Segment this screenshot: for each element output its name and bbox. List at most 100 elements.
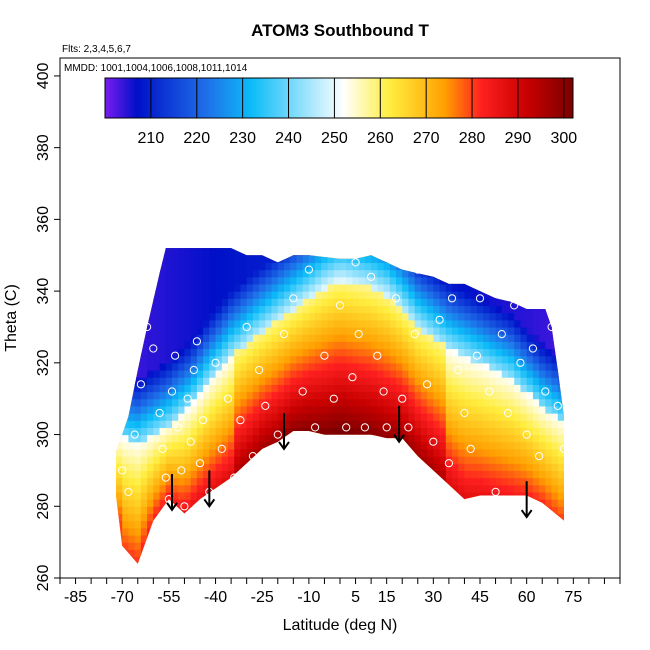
field-cell [196,355,204,364]
colorbar-tick-label: 270 [413,130,440,147]
field-cell [190,470,198,479]
field-cell [352,391,360,400]
field-cell [165,255,173,264]
sample-point [329,394,338,403]
field-cell [508,463,515,472]
field-cell [221,370,229,378]
field-cell [116,456,123,464]
field-cell [333,262,341,271]
field-cell [178,384,186,393]
field-cell [557,477,564,486]
field-cell [240,334,248,342]
field-cell [532,398,540,407]
field-cell [234,348,242,357]
field-cell [445,362,453,371]
field-cell [128,413,136,421]
field-cell [209,348,217,357]
field-cell [203,420,210,428]
field-cell [458,405,466,414]
field-cell [464,398,472,407]
field-cell [402,326,410,335]
field-cell [277,405,285,414]
field-cell [184,434,192,443]
field-cell [364,384,372,393]
field-cell [389,362,397,371]
field-cell [439,434,447,443]
field-cell [532,456,540,464]
field-cell [539,370,546,378]
field-cell [526,456,534,464]
field-cell [520,484,528,493]
field-cell [302,341,310,350]
field-cell [147,463,154,472]
field-cell [159,276,167,285]
field-cell [234,319,242,328]
field-cell [483,398,490,407]
field-cell [420,448,428,457]
field-cell [252,370,260,378]
sample-point [367,272,376,281]
field-cell [520,334,528,342]
field-cell [252,355,260,364]
field-cell [476,384,484,393]
field-cell [420,326,428,335]
field-cell [470,420,478,428]
field-cell [377,341,385,350]
field-cell [433,420,441,428]
field-cell [252,269,260,278]
field-cell [203,413,210,421]
field-cell [352,276,360,285]
field-cell [240,434,248,443]
field-cell [308,355,316,364]
field-cell [321,391,329,400]
field-cell [352,326,360,335]
field-cell [134,549,142,558]
field-cell [408,420,416,428]
field-cell [364,298,372,307]
field-cell [302,291,310,299]
field-cell [346,276,354,285]
field-cell [551,370,559,378]
field-cell [508,341,515,350]
field-cell [277,370,285,378]
sample-point [279,330,289,339]
field-cell [315,413,322,421]
field-cell [483,362,490,371]
field-cell [259,262,266,271]
field-cell [402,405,410,414]
field-cell [389,326,397,335]
field-cell [196,370,204,378]
field-cell [464,463,472,472]
field-cell [172,398,179,407]
field-cell [458,305,466,314]
field-cell [358,262,366,271]
field-cell [234,456,242,464]
field-cell [327,413,335,421]
field-cell [352,405,360,414]
field-cell [427,276,434,285]
field-cell [545,456,553,464]
field-cell [221,262,229,271]
field-cell [172,441,179,450]
field-cell [452,348,459,357]
field-cell [532,420,540,428]
field-cell [246,391,254,400]
field-cell [470,413,478,421]
field-cell [165,341,173,350]
field-cell [134,434,142,443]
field-cell [458,456,466,464]
field-cell [140,355,148,364]
field-cell [259,384,266,393]
field-cell [346,298,354,307]
field-cell [302,262,310,271]
field-cell [234,283,242,292]
field-cell [147,326,154,335]
field-cell [557,470,564,479]
field-cell [321,398,329,407]
colorbar-tick-label: 240 [275,130,302,147]
field-cell [539,405,546,414]
field-cell [476,413,484,421]
field-cell [234,276,242,285]
field-cell [308,427,316,436]
field-cell [439,326,447,335]
